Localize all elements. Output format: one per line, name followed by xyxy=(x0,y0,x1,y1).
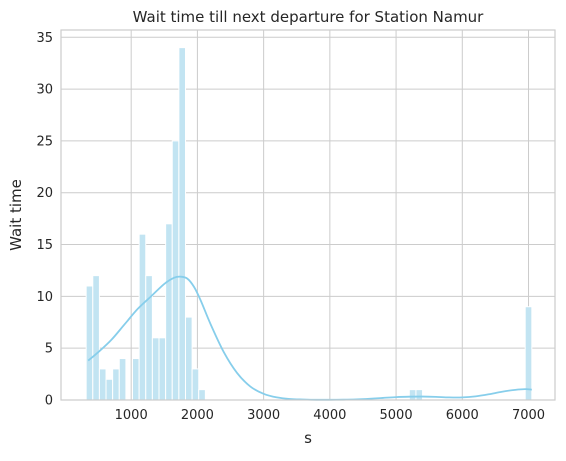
x-axis-ticks: 1000 2000 3000 4000 5000 6000 7000 xyxy=(115,408,545,423)
histogram-bar xyxy=(524,306,533,401)
grid-lines xyxy=(61,30,555,401)
y-tick-label: 10 xyxy=(36,290,53,305)
histogram-bar xyxy=(165,223,173,401)
histogram-bar xyxy=(158,337,167,401)
histogram-bar xyxy=(184,316,193,401)
y-tick-label: 0 xyxy=(45,394,53,409)
y-tick-label: 5 xyxy=(45,342,53,357)
histogram-bar xyxy=(151,337,160,401)
histogram-bars xyxy=(85,47,533,401)
x-tick-label: 2000 xyxy=(181,408,214,423)
histogram-bar xyxy=(98,368,107,401)
histogram-bar xyxy=(92,275,100,401)
histogram-bar xyxy=(118,358,127,401)
plot-frame xyxy=(60,29,556,401)
x-tick-label: 4000 xyxy=(313,408,346,423)
kde-curve xyxy=(87,275,532,401)
histogram-bar xyxy=(132,358,140,401)
x-tick-label: 1000 xyxy=(115,408,148,423)
y-tick-label: 25 xyxy=(36,134,53,149)
y-tick-label: 35 xyxy=(36,31,53,46)
kde-curve-layer xyxy=(87,275,532,401)
histogram-bar xyxy=(112,368,120,401)
chart-title: Wait time till next departure for Statio… xyxy=(133,8,485,26)
y-tick-label: 15 xyxy=(36,238,53,253)
x-tick-label: 5000 xyxy=(380,408,413,423)
y-tick-label: 20 xyxy=(36,186,53,201)
histogram-bar xyxy=(198,389,206,401)
histogram-bar xyxy=(138,233,147,401)
histogram-bar xyxy=(85,285,94,401)
plot-border xyxy=(60,29,556,401)
y-axis-label: Wait time xyxy=(7,179,25,251)
histogram-bar xyxy=(105,378,114,401)
y-axis-ticks: 0 5 10 15 20 25 30 35 xyxy=(36,31,53,409)
histogram-bar xyxy=(408,389,417,401)
x-tick-label: 7000 xyxy=(512,408,545,423)
histogram-bar xyxy=(415,389,424,401)
x-axis-label: s xyxy=(304,429,312,447)
histogram-bar xyxy=(145,275,153,401)
x-tick-label: 3000 xyxy=(247,408,280,423)
histogram-bar xyxy=(178,47,186,401)
y-tick-label: 30 xyxy=(36,83,53,98)
histogram-bar xyxy=(191,368,200,401)
x-tick-label: 6000 xyxy=(446,408,479,423)
histogram-bar xyxy=(171,140,180,401)
